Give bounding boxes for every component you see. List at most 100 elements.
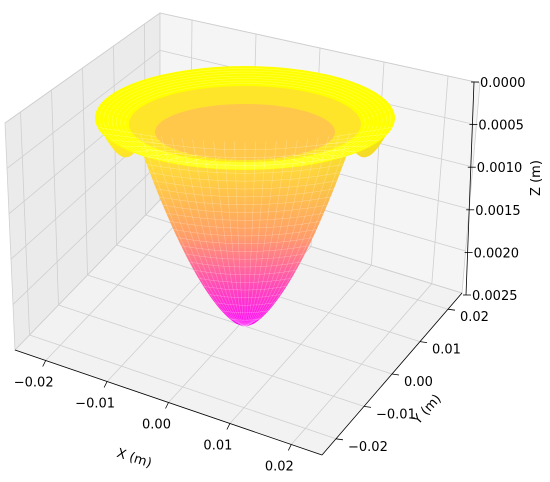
x-tick-label: −0.01 [75, 397, 115, 412]
surface-grid-line [244, 139, 298, 328]
left-grid-line [14, 199, 161, 351]
z-axis-label: Z (m) [529, 160, 544, 196]
surface-grid-line [192, 139, 246, 328]
surface-grid-line [325, 139, 380, 145]
x-axis-label: X (m) [115, 446, 154, 471]
surface-grid-line [244, 132, 350, 328]
z-tick-label: 0.0020 [474, 246, 519, 261]
floor-grid-line [58, 304, 365, 407]
surface-grid-line [185, 253, 305, 260]
surface-grid-line [124, 83, 366, 164]
left-grid-line [51, 89, 59, 306]
back-grid-line [431, 75, 449, 284]
surface-grid-line [160, 136, 246, 328]
x-tick [287, 444, 292, 451]
surface-grid-line [208, 294, 282, 298]
surface-grid-line [110, 139, 165, 145]
surface-grid-line [181, 138, 246, 328]
surface-grid-line [173, 229, 317, 237]
x-axis: −0.02 −0.01 0.00 0.01 0.02 [14, 349, 323, 475]
surface-grid-line [224, 158, 233, 168]
surface-grid-line [221, 310, 269, 314]
z-tick-label: 0.0010 [477, 161, 523, 176]
surface-grid-line [107, 73, 383, 168]
surface-grid-line [244, 134, 340, 328]
back-grid-line [371, 61, 385, 266]
y-axis: −0.02 −0.01 0.00 0.01 0.02 [321, 292, 489, 456]
x-tick-label: 0.00 [142, 418, 171, 433]
y-tick [335, 438, 344, 441]
y-tick-label: 0.01 [432, 343, 461, 358]
surface-grid-line [111, 75, 379, 167]
surface-grid-line [244, 140, 288, 328]
surface-grid-line [171, 137, 246, 328]
funnel-surface [95, 66, 395, 331]
surface-grid-line [244, 137, 319, 328]
surface-grid-line [143, 156, 347, 166]
x-tick [42, 360, 47, 367]
y-tick-label: 0.00 [404, 375, 433, 390]
y-tick [391, 373, 400, 376]
y-tick [447, 308, 456, 311]
z-tick-label: 0.0015 [475, 204, 521, 219]
surface-grid-line [103, 70, 387, 169]
x-tick [226, 423, 231, 430]
surface-grid-line [150, 134, 246, 328]
surface-grid-line [229, 318, 261, 321]
surface-grid-line [244, 141, 267, 328]
surface-grid-line [203, 157, 221, 166]
surface-grid-line [269, 157, 287, 166]
surface-grid-line [102, 133, 160, 141]
y-tick [363, 406, 372, 408]
surface-grid-line [134, 149, 179, 152]
surface-grid-line [311, 149, 356, 152]
surface-grid-line [184, 156, 209, 164]
surface-grid-line [99, 68, 391, 170]
surface-grid-line [234, 141, 246, 328]
funnel-shading [97, 122, 393, 331]
z-axis-line [465, 81, 475, 296]
surface-grid-line [137, 139, 353, 150]
surface-grid-line [244, 141, 256, 328]
surface-grid-line [116, 78, 374, 166]
surface-grid-line [223, 141, 246, 328]
surface-grid-line [319, 145, 369, 148]
surface-grid-line [281, 156, 306, 164]
surface-grid-line [189, 261, 301, 268]
back-grid-line [159, 12, 481, 84]
surface-grid-line [292, 154, 324, 161]
left-grid-line [6, 50, 161, 169]
x-tick-label: 0.01 [203, 439, 232, 454]
x-tick-label: −0.02 [14, 376, 54, 391]
left-grid-line [82, 67, 88, 276]
x-tick-label: 0.02 [265, 460, 294, 475]
surface-grid-line [177, 237, 313, 244]
surface-grid-line [214, 302, 276, 306]
x-tick [165, 402, 169, 409]
surface-grid-line [181, 245, 309, 252]
left-grid-line [4, 12, 161, 124]
y-tick-label: 0.02 [460, 310, 489, 325]
surface-grid-line [166, 213, 324, 221]
surface-grid-line [162, 204, 328, 213]
surface-grid-line [166, 154, 198, 161]
y-tick [419, 341, 428, 343]
surface-grid-line [159, 196, 331, 205]
surface-grid-line [140, 148, 350, 158]
surface-grid-line [333, 127, 393, 138]
surface-grid-line [244, 136, 330, 328]
surface-grid-line [244, 141, 277, 328]
surface-grid-line [97, 127, 157, 138]
left-grid-line [20, 111, 30, 336]
funnel-throat [155, 104, 335, 160]
surface-grid-line [244, 138, 309, 328]
z-tick-label: 0.0005 [478, 119, 524, 134]
z-axis: 0.0000 0.0005 0.0010 0.0015 0.0020 0.0025 [463, 76, 526, 304]
x-tick [103, 381, 108, 388]
surface-grid-line [152, 180, 338, 190]
surface-grid-line [156, 188, 334, 198]
surface-grid-line [330, 133, 388, 141]
surface-grid-line [149, 152, 188, 157]
surface-grid-line [121, 145, 171, 148]
